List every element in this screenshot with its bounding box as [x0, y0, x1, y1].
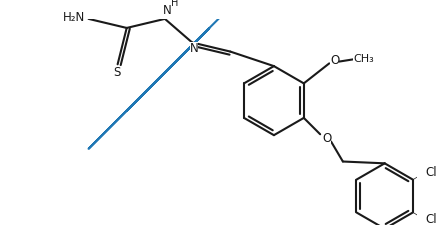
Text: S: S [113, 66, 120, 79]
Text: Cl: Cl [425, 213, 437, 226]
Text: N: N [190, 42, 198, 55]
Text: N: N [163, 4, 172, 17]
Text: O: O [330, 54, 339, 67]
Text: H₂N: H₂N [63, 10, 85, 24]
Text: O: O [322, 132, 331, 145]
Text: CH₃: CH₃ [353, 54, 374, 64]
Text: H: H [171, 0, 178, 7]
Text: Cl: Cl [425, 166, 437, 179]
